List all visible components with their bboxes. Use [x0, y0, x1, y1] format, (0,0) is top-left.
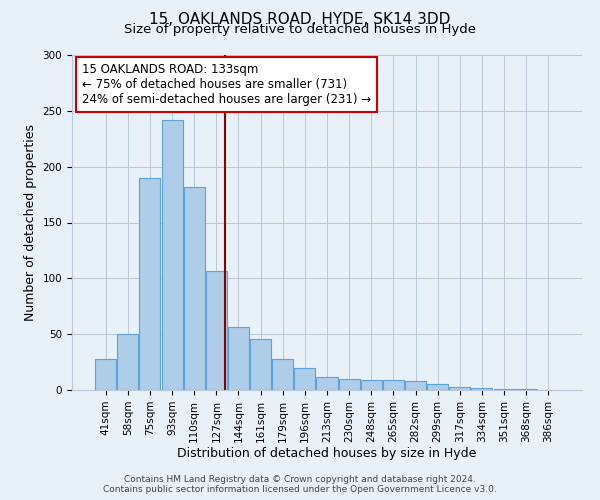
- Bar: [494, 389, 515, 390]
- X-axis label: Distribution of detached houses by size in Hyde: Distribution of detached houses by size …: [178, 448, 476, 460]
- Bar: [515, 389, 536, 390]
- Bar: [228, 328, 249, 390]
- Bar: [449, 386, 470, 390]
- Bar: [338, 379, 359, 390]
- Bar: [184, 187, 205, 390]
- Bar: [272, 358, 293, 390]
- Text: Size of property relative to detached houses in Hyde: Size of property relative to detached ho…: [124, 22, 476, 36]
- Bar: [250, 338, 271, 390]
- Bar: [383, 380, 404, 390]
- Bar: [361, 380, 382, 390]
- Bar: [95, 358, 116, 390]
- Bar: [161, 120, 182, 390]
- Y-axis label: Number of detached properties: Number of detached properties: [24, 124, 37, 321]
- Text: 15 OAKLANDS ROAD: 133sqm
← 75% of detached houses are smaller (731)
24% of semi-: 15 OAKLANDS ROAD: 133sqm ← 75% of detach…: [82, 64, 371, 106]
- Text: 15, OAKLANDS ROAD, HYDE, SK14 3DD: 15, OAKLANDS ROAD, HYDE, SK14 3DD: [149, 12, 451, 28]
- Bar: [472, 388, 493, 390]
- Bar: [118, 334, 139, 390]
- Bar: [316, 376, 338, 390]
- Bar: [206, 270, 227, 390]
- Bar: [405, 381, 426, 390]
- Bar: [139, 178, 160, 390]
- Text: Contains HM Land Registry data © Crown copyright and database right 2024.
Contai: Contains HM Land Registry data © Crown c…: [103, 474, 497, 494]
- Bar: [295, 368, 316, 390]
- Bar: [427, 384, 448, 390]
